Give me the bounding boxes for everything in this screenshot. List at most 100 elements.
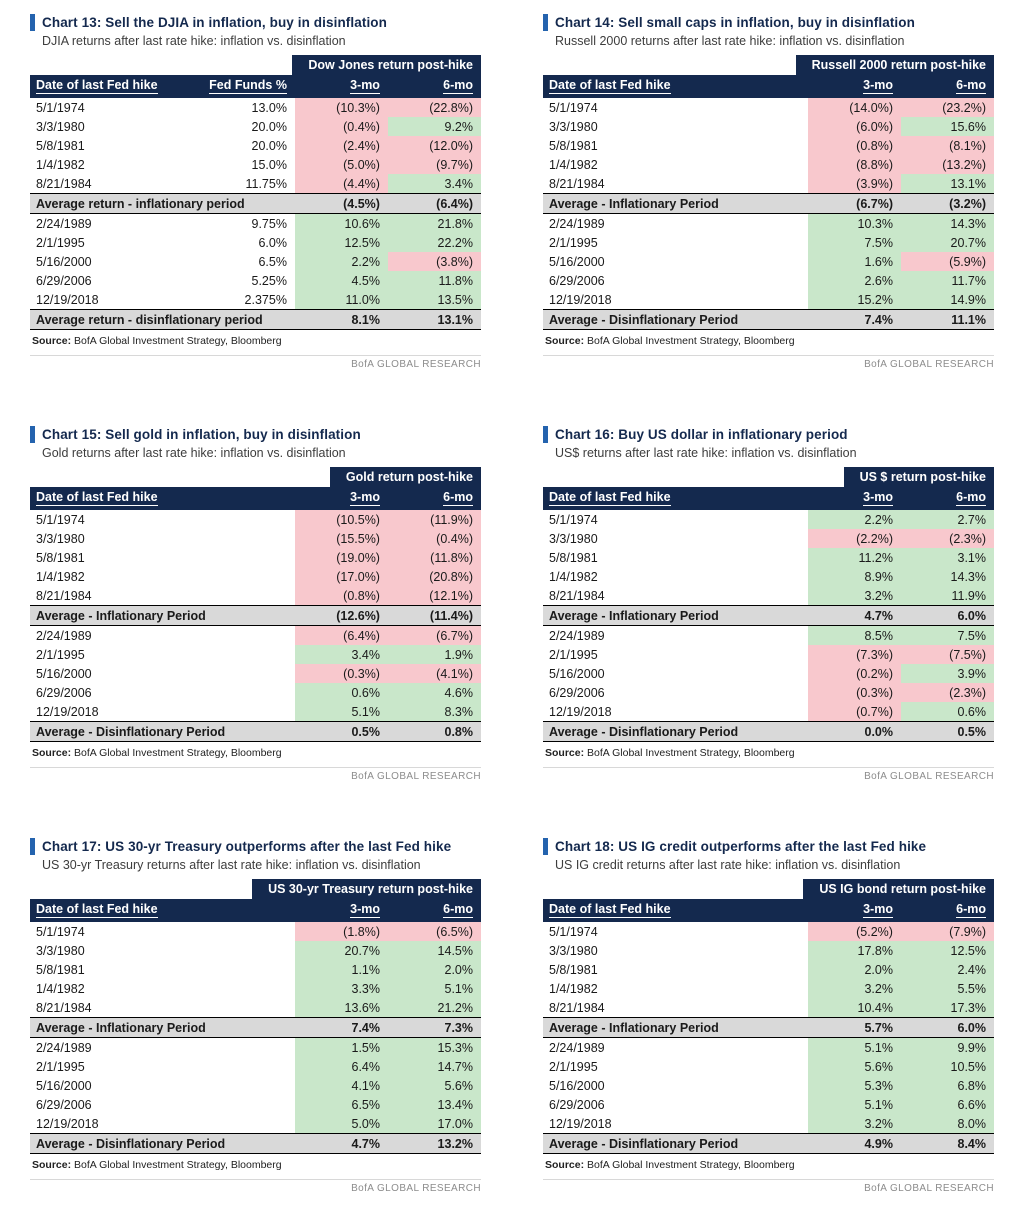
table-row: 2/1/1995 5.6% 10.5% [543, 1057, 994, 1076]
table-row: 8/21/1984 11.75% (4.4%) 3.4% [30, 174, 481, 194]
table-row: 8/21/1984 (3.9%) 13.1% [543, 174, 994, 194]
table-row: 5/8/1981 2.0% 2.4% [543, 960, 994, 979]
date-cell: 3/3/1980 [36, 531, 85, 546]
table-row: 5/8/1981 1.1% 2.0% [30, 960, 481, 979]
average-label: Average - Disinflationary Period [543, 721, 808, 742]
value-cell: (0.8%) [294, 586, 388, 606]
value-cell: 1.6% [808, 252, 901, 271]
average-label: Average return - disinflationary period [30, 309, 295, 330]
source-label: Source: [32, 747, 72, 759]
chart-label: Chart 17: [42, 839, 102, 854]
date-cell: 3/3/1980 [36, 943, 85, 958]
value-cell: 4.7% [295, 1133, 388, 1154]
brand-line: BofA GLOBAL RESEARCH [543, 355, 994, 370]
date-cell: 5/16/2000 [36, 254, 92, 269]
date-cell: 8/21/1984 [549, 176, 605, 191]
band-title: Russell 2000 return post-hike [795, 55, 994, 75]
value-cell: 14.9% [901, 290, 994, 310]
source-label: Source: [545, 335, 585, 347]
value-cell: 5.7% [807, 1017, 901, 1038]
date-cell: 5/1/1974 [549, 512, 598, 527]
header-row: Date of last Fed hike 3-mo 6-mo [30, 899, 481, 922]
chart-subtitle: Russell 2000 returns after last rate hik… [555, 34, 905, 48]
chart-header: Chart 16: Buy US dollar in inflationary … [543, 426, 994, 443]
value-cell: (2.3%) [901, 683, 994, 702]
value-cell: 11.7% [901, 271, 994, 290]
source-line: Source: BofA Global Investment Strategy,… [545, 747, 994, 759]
value-cell: 3.3% [295, 979, 388, 998]
value-cell: (6.4%) [294, 625, 388, 645]
brand-line: BofA GLOBAL RESEARCH [30, 1179, 481, 1194]
column-header: Date of last Fed hike [543, 899, 808, 922]
table-row: 2/24/1989 8.5% 7.5% [543, 625, 994, 645]
band-cell: Russell 2000 return post-hike [543, 55, 994, 75]
table-body: 5/1/1974 13.0% (10.3%) (22.8%) 3/3/1980 20.0%… [30, 98, 481, 330]
value-cell: 2.0% [807, 960, 901, 979]
average-row: Average - Inflationary Period 4.7% 6.0% [543, 605, 994, 626]
value-cell: (7.9%) [900, 922, 994, 941]
average-row: Average return - inflationary period (4.5… [30, 193, 481, 214]
table-row: 12/19/2018 5.1% 8.3% [30, 702, 481, 722]
table-row: 5/1/1974 (5.2%) (7.9%) [543, 922, 994, 941]
average-label: Average - Inflationary Period [543, 193, 808, 214]
table-row: 2/24/1989 10.3% 14.3% [543, 213, 994, 233]
date-cell: 5/16/2000 [549, 666, 605, 681]
value-cell: (0.4%) [387, 529, 481, 548]
value-cell: 3.2% [808, 586, 901, 606]
chart-title: Chart 13: Sell the DJIA in inflation, bu… [42, 15, 387, 30]
value-cell: (6.0%) [808, 117, 901, 136]
value-cell: 5.1% [294, 702, 388, 722]
table-row: 5/1/1974 2.2% 2.7% [543, 510, 994, 529]
table-row: 5/1/1974 (1.8%) (6.5%) [30, 922, 481, 941]
value-cell: 1.1% [295, 960, 388, 979]
value-cell: 20.0% [251, 138, 287, 153]
table-row: 5/1/1974 13.0% (10.3%) (22.8%) [30, 98, 481, 117]
table-row: 1/4/1982 8.9% 14.3% [543, 567, 994, 586]
header-row: Date of last Fed hike 3-mo 6-mo [543, 899, 994, 922]
value-cell: 6.0% [900, 1017, 994, 1038]
chart-label: Chart 13: [42, 15, 102, 30]
column-header: 3-mo [294, 487, 388, 510]
table-body: 5/1/1974 2.2% 2.7% 3/3/1980 (2.2%) (2.3%) 5/8/… [543, 510, 994, 742]
chart-header: Chart 13: Sell the DJIA in inflation, bu… [30, 14, 481, 31]
value-cell: (12.6%) [294, 605, 388, 626]
band-cell: Dow Jones return post-hike [30, 55, 481, 75]
table-row: 2/1/1995 3.4% 1.9% [30, 645, 481, 664]
table-row: 8/21/1984 3.2% 11.9% [543, 586, 994, 606]
column-header: Date of last Fed hike [30, 899, 295, 922]
value-cell: 6.5% [295, 1095, 388, 1114]
average-label: Average - Inflationary Period [543, 605, 808, 626]
table-row: 5/8/1981 (0.8%) (8.1%) [543, 136, 994, 155]
average-label: Average - Disinflationary Period [30, 1133, 295, 1154]
value-cell: (2.4%) [294, 136, 388, 155]
source-text: BofA Global Investment Strategy, Bloombe… [74, 335, 282, 347]
average-label: Average - Inflationary Period [30, 1017, 295, 1038]
chart-subtitle: DJIA returns after last rate hike: infla… [42, 34, 346, 48]
value-cell: (3.9%) [808, 174, 901, 194]
chart-panel: Chart 15: Sell gold in inflation, buy in… [30, 426, 481, 782]
date-cell: 8/21/1984 [36, 1000, 92, 1015]
table-body: 5/1/1974 (1.8%) (6.5%) 3/3/1980 20.7% 14.5% 5/… [30, 922, 481, 1154]
value-cell: 13.0% [251, 100, 287, 115]
value-cell: (9.7%) [387, 155, 481, 174]
table-row: 1/4/1982 (8.8%) (13.2%) [543, 155, 994, 174]
column-header: 6-mo [388, 899, 481, 922]
value-cell: 10.3% [808, 213, 901, 233]
table-row: 12/19/2018 5.0% 17.0% [30, 1114, 481, 1134]
table-row: 3/3/1980 20.0% (0.4%) 9.2% [30, 117, 481, 136]
source-text: BofA Global Investment Strategy, Bloombe… [74, 1159, 282, 1171]
value-cell: (17.0%) [294, 567, 388, 586]
date-cell: 5/1/1974 [549, 100, 598, 115]
chart-title-text: Sell small caps in inflation, buy in dis… [618, 15, 915, 30]
value-cell: 13.1% [901, 174, 994, 194]
value-cell: (5.2%) [807, 922, 901, 941]
chart-header: Chart 18: US IG credit outperforms after… [543, 838, 994, 855]
column-header: 6-mo [901, 75, 994, 98]
table-row: 2/24/1989 (6.4%) (6.7%) [30, 625, 481, 645]
table-row: 3/3/1980 17.8% 12.5% [543, 941, 994, 960]
value-cell: (7.3%) [808, 645, 901, 664]
header-row: Date of last Fed hike Fed Funds % 3-mo 6-mo [30, 75, 481, 98]
value-cell: 9.9% [900, 1037, 994, 1057]
value-cell: 8.3% [387, 702, 481, 722]
value-cell: 17.0% [388, 1114, 481, 1134]
